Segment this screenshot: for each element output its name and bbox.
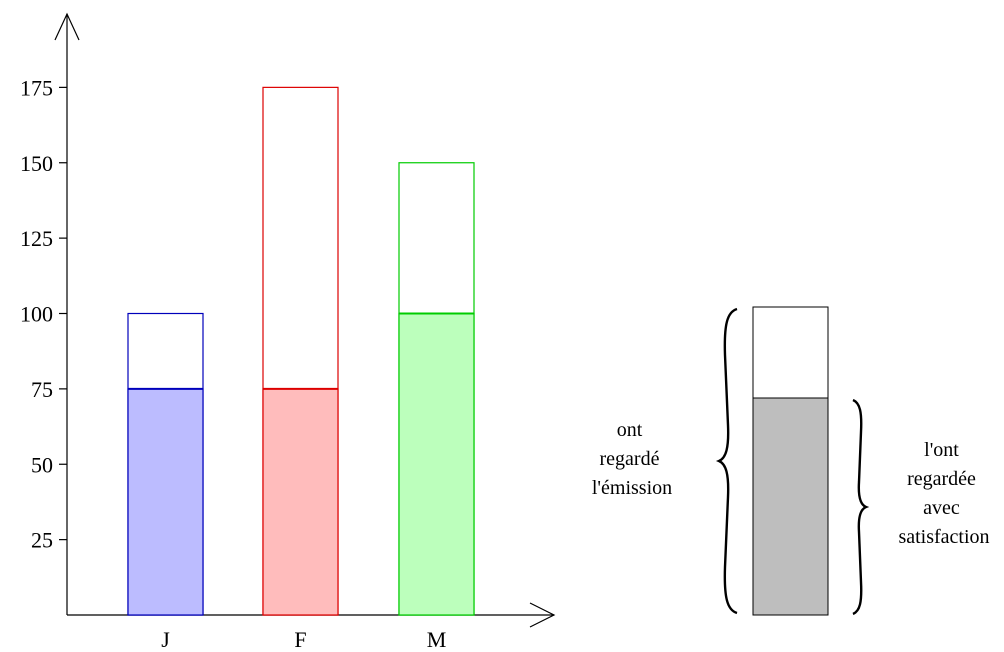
y-axis-arrow <box>54 12 80 41</box>
category-label-F: F <box>294 627 306 652</box>
legend-left-line-3: l'émission <box>592 477 672 499</box>
legend-left-label: ont regardé l'émission <box>592 419 672 499</box>
left-brace-icon <box>715 307 738 615</box>
bars <box>127 86 475 616</box>
legend-left-line-2: regardé <box>600 448 660 470</box>
legend-right-line-3: avec <box>923 497 960 519</box>
legend: ont regardé l'émission l'ont regardée av… <box>592 306 990 616</box>
legend-part-bar <box>752 397 829 616</box>
y-tick-label-150: 150 <box>20 151 53 176</box>
right-brace-icon <box>852 398 870 616</box>
y-tick-label-25: 25 <box>31 528 53 553</box>
y-tick-label-50: 50 <box>31 452 53 477</box>
legend-right-line-4: satisfaction <box>898 526 989 548</box>
legend-left-line-1: ont <box>617 419 643 441</box>
bar-part-J <box>127 388 204 616</box>
bar-part-M <box>398 312 475 616</box>
x-axis-arrow <box>529 602 556 628</box>
y-tick-label-175: 175 <box>20 75 53 100</box>
y-tick-label-75: 75 <box>31 377 53 402</box>
category-label-M: M <box>427 627 447 652</box>
bar-part-F <box>262 388 339 616</box>
legend-right-line-1: l'ont <box>924 439 959 461</box>
y-tick-label-125: 125 <box>20 226 53 251</box>
category-label-J: J <box>161 627 170 652</box>
legend-right-line-2: regardée <box>907 468 976 490</box>
legend-right-label: l'ont regardée avec satisfaction <box>898 439 989 548</box>
y-ticks: 25 50 75 100 125 150 175 <box>20 75 67 553</box>
y-tick-label-100: 100 <box>20 302 53 327</box>
